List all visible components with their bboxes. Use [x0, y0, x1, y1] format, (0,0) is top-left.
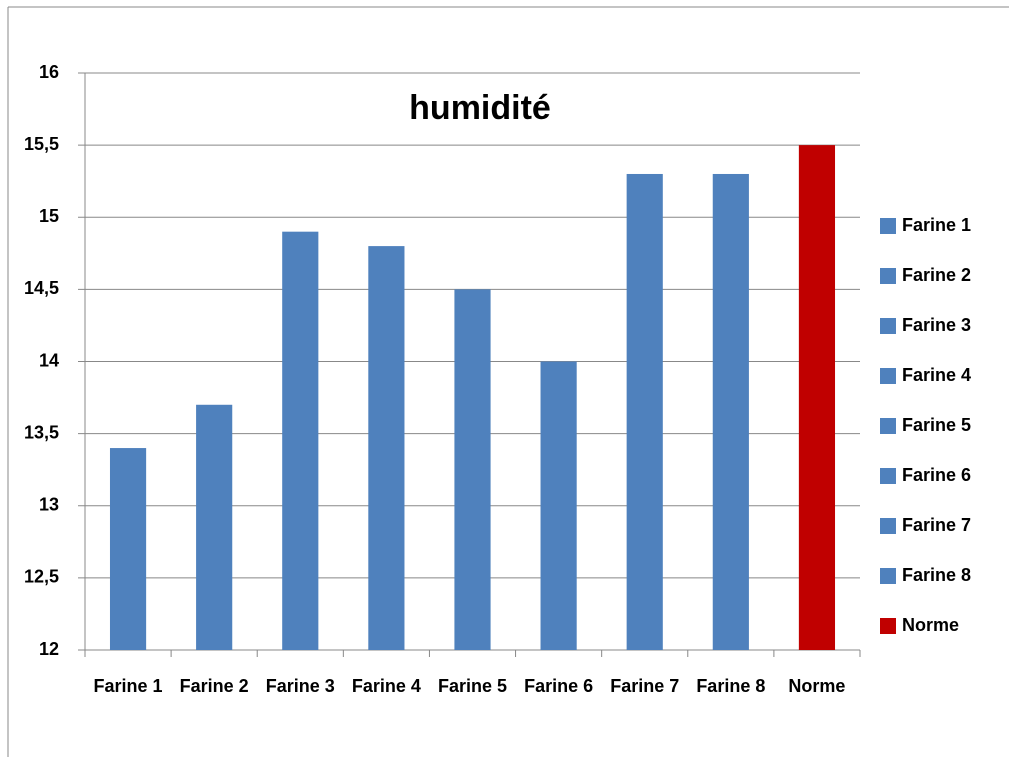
- bar: [196, 404, 233, 650]
- bar: [282, 231, 319, 651]
- legend-label: Farine 2: [902, 265, 971, 285]
- y-tick-label: 15,5: [24, 134, 59, 154]
- x-tick-label: Farine 2: [179, 676, 249, 696]
- y-tick-label: 13: [39, 495, 59, 515]
- legend-label: Farine 1: [902, 215, 971, 235]
- legend-label: Norme: [902, 615, 959, 635]
- x-tick-label: Farine 4: [351, 676, 421, 696]
- y-tick-label: 12: [39, 639, 59, 659]
- x-tick-label: Farine 3: [265, 676, 335, 696]
- y-tick-label: 12,5: [24, 567, 59, 587]
- legend-label: Farine 5: [902, 415, 971, 435]
- legend-label: Farine 4: [902, 365, 971, 385]
- legend-label: Farine 7: [902, 515, 971, 535]
- y-tick-label: 14: [39, 350, 59, 370]
- legend-swatch: [880, 368, 896, 384]
- x-tick-label: Farine 5: [437, 676, 508, 696]
- chart-title: humidité: [409, 89, 551, 127]
- x-tick-label: Norme: [788, 676, 846, 696]
- legend-label: Farine 6: [902, 465, 971, 485]
- legend-swatch: [880, 518, 896, 534]
- y-tick-label: 14,5: [24, 278, 59, 298]
- legend-label: Farine 8: [902, 565, 971, 585]
- x-tick-label: Farine 6: [524, 676, 594, 696]
- bar: [109, 448, 147, 650]
- y-tick-label: 13,5: [24, 422, 59, 442]
- x-tick-label: Farine 1: [93, 676, 163, 696]
- legend-swatch: [880, 618, 896, 634]
- legend-swatch: [880, 218, 896, 234]
- legend-swatch: [880, 268, 896, 284]
- bar: [798, 145, 836, 650]
- y-tick-label: 15: [39, 206, 59, 226]
- bar: [368, 246, 405, 650]
- x-tick-label: Farine 8: [696, 676, 766, 696]
- bar: [454, 289, 491, 650]
- y-tick-label: 16: [39, 62, 59, 82]
- bar: [626, 173, 663, 650]
- legend-swatch: [880, 568, 896, 584]
- x-tick-label: Farine 7: [610, 676, 680, 696]
- legend-label: Farine 3: [902, 315, 971, 335]
- legend-swatch: [880, 468, 896, 484]
- bar: [540, 361, 577, 650]
- legend-swatch: [880, 318, 896, 334]
- bar: [712, 173, 749, 650]
- legend-swatch: [880, 418, 896, 434]
